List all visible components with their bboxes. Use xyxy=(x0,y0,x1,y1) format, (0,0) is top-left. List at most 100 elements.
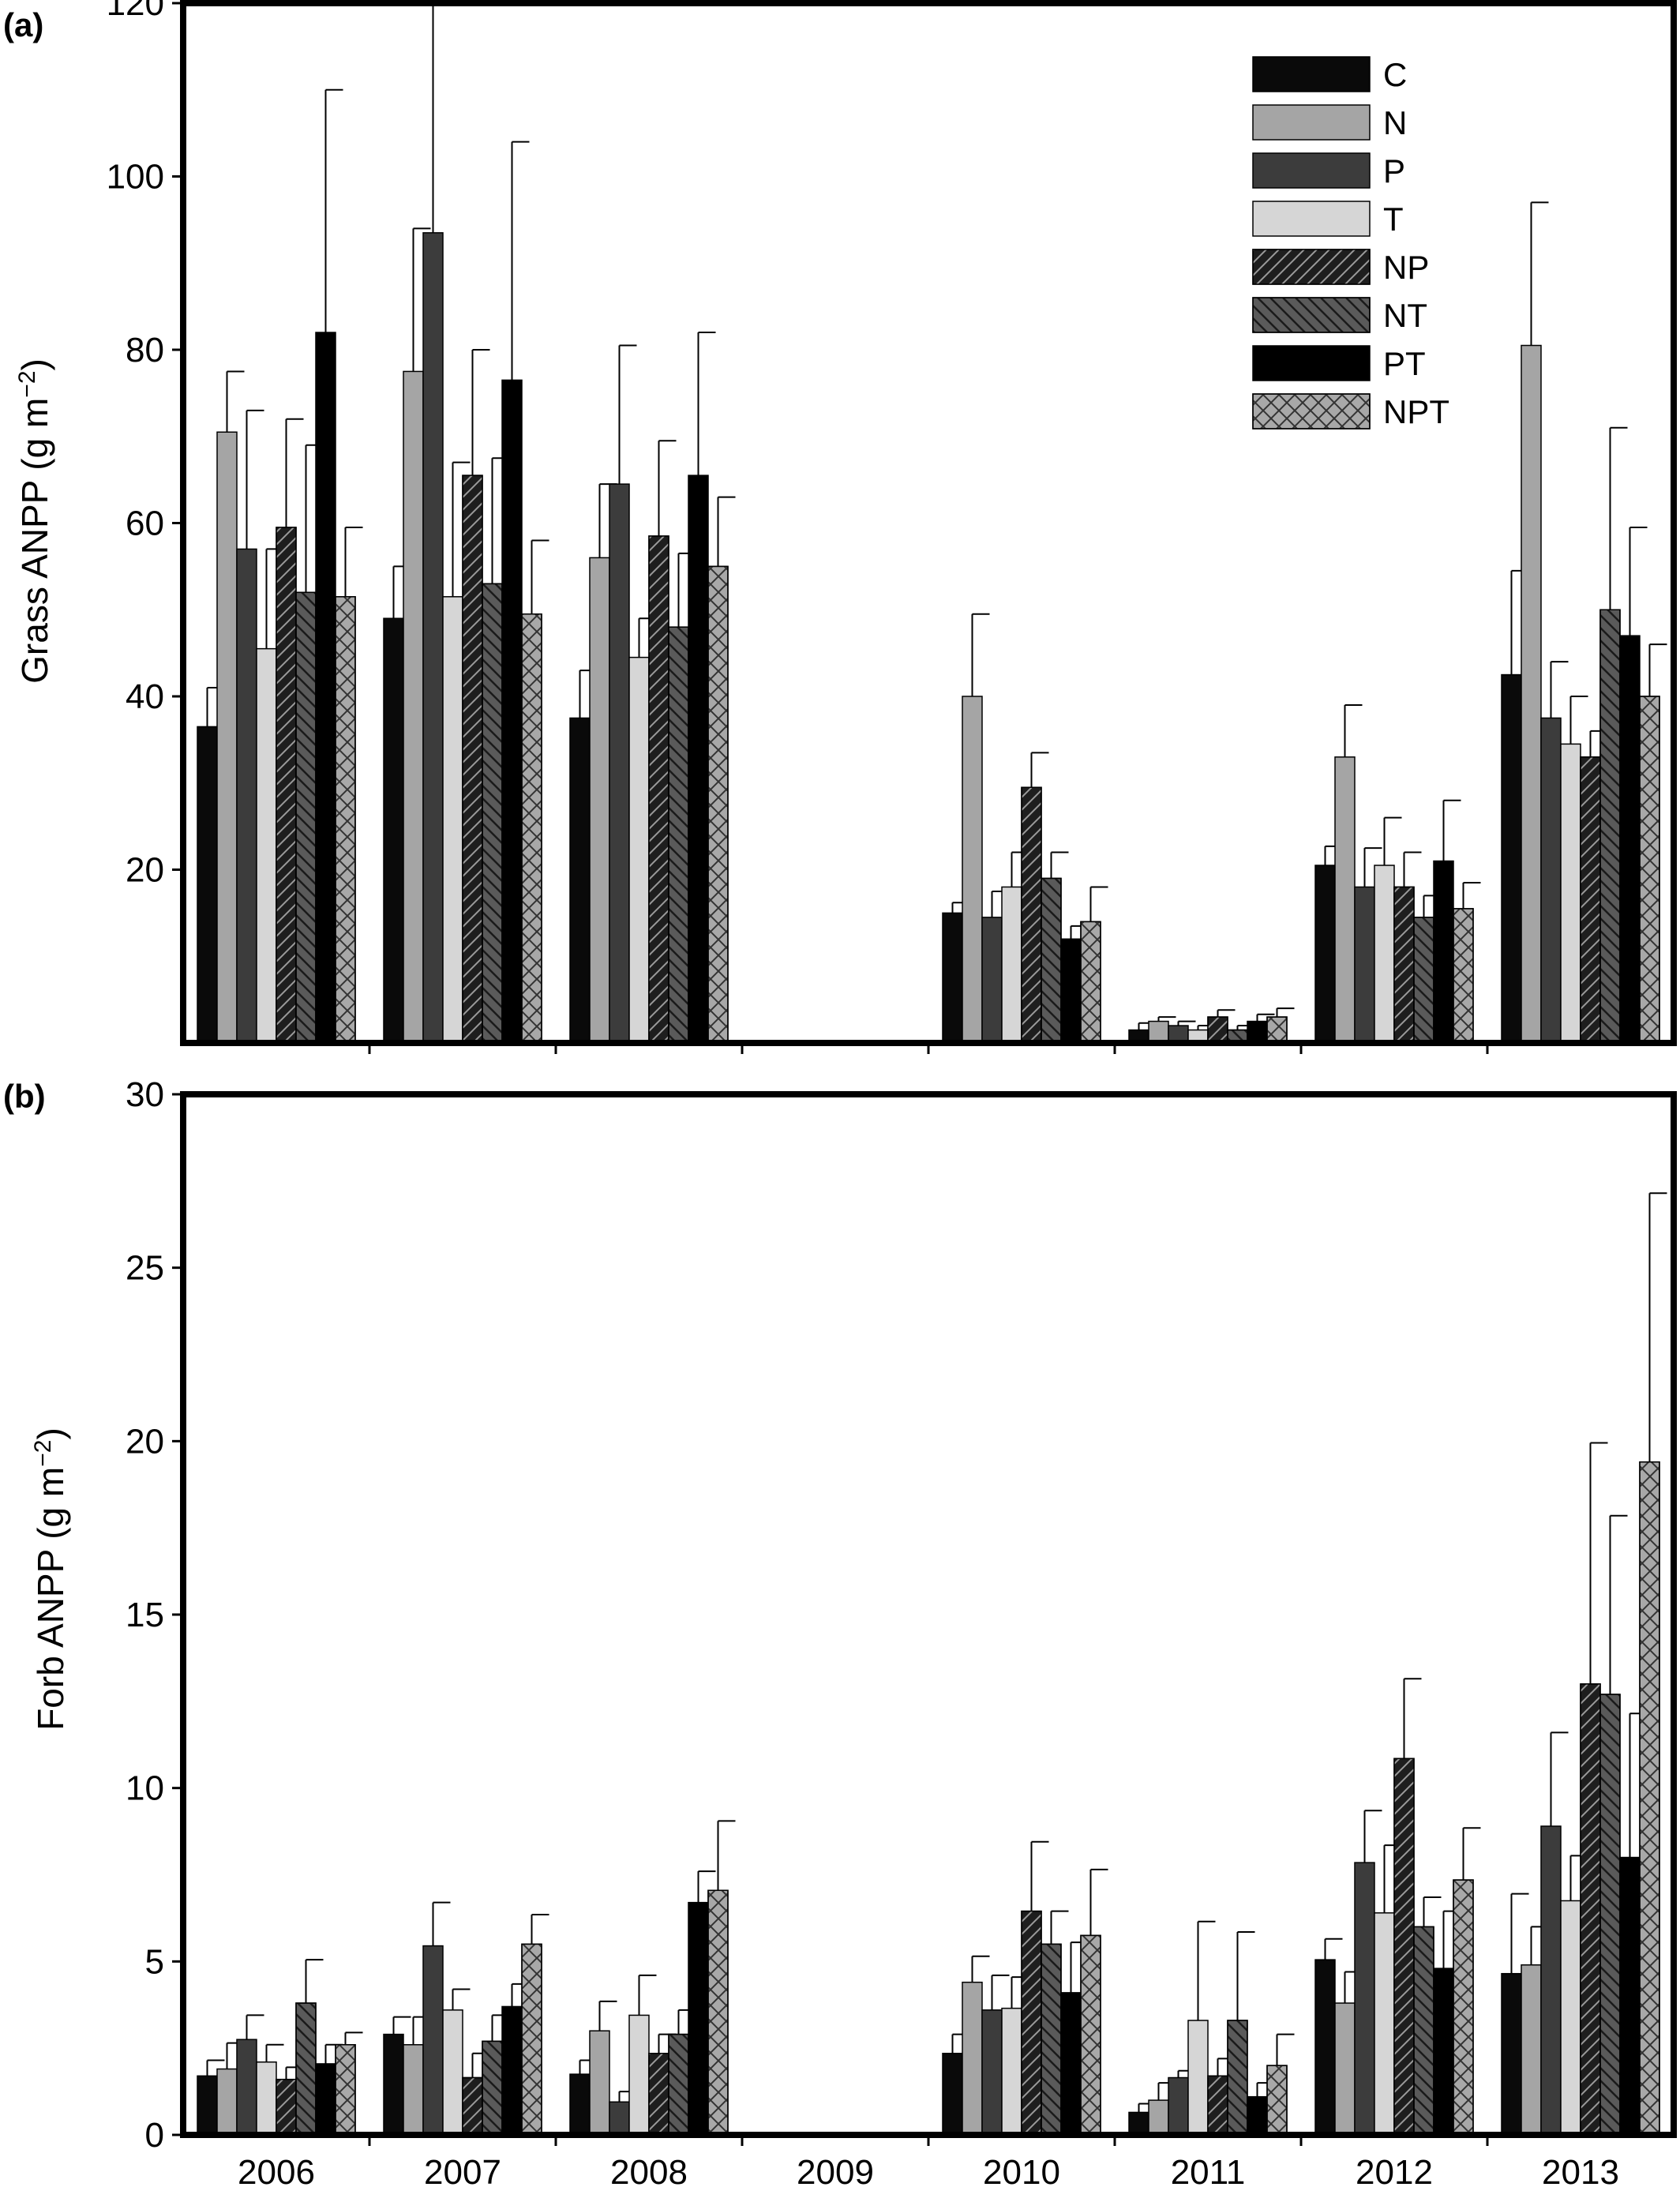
bar-hatch-nt xyxy=(668,626,689,1044)
bar-pt xyxy=(1247,2095,1268,2136)
panel-a-y-axis-title: Grass ANPP (g m−2) xyxy=(14,358,55,684)
legend-swatch-c xyxy=(1252,56,1371,92)
legend-swatch-t xyxy=(1252,201,1371,237)
bar-pt xyxy=(1247,1020,1268,1044)
bar-n xyxy=(1148,2099,1169,2136)
bar-hatch-nt xyxy=(1041,1943,1062,2136)
bar-pt xyxy=(1619,635,1641,1044)
bar-hatch-npt xyxy=(1266,1016,1288,1044)
bar-p xyxy=(609,2101,630,2136)
panel-b-frame xyxy=(180,1091,1677,2138)
bar-n xyxy=(1334,756,1356,1044)
legend-swatch-hatch xyxy=(1252,249,1371,285)
x-tick-label: 2009 xyxy=(797,2153,874,2192)
bar-p xyxy=(1540,1825,1562,2136)
bar-p xyxy=(236,548,257,1044)
y-tick-label: 25 xyxy=(126,1249,164,1288)
bar-hatch-npt xyxy=(521,613,542,1044)
bar-hatch-nt xyxy=(1413,917,1434,1044)
x-tick-label: 2008 xyxy=(610,2153,688,2192)
bar-hatch-np xyxy=(462,2076,483,2136)
bar-p xyxy=(1354,1862,1375,2136)
bar-p xyxy=(422,232,444,1044)
bar-p xyxy=(422,1945,444,2136)
bar-hatch-np xyxy=(462,475,483,1044)
legend-swatch-pt xyxy=(1252,345,1371,381)
bar-hatch-npt xyxy=(1080,921,1101,1044)
legend-label-nt: NT xyxy=(1383,297,1427,334)
bar-t xyxy=(628,2014,650,2136)
bar-n xyxy=(962,1981,983,2136)
legend-swatch-hatch xyxy=(1252,393,1371,430)
bar-t xyxy=(628,656,650,1044)
bar-c xyxy=(942,912,963,1044)
bar-n xyxy=(589,2030,610,2136)
bar-pt xyxy=(688,1901,709,2136)
bar-c xyxy=(1314,1959,1336,2136)
bar-p xyxy=(1168,2076,1189,2136)
bar-hatch-np xyxy=(276,2078,297,2136)
x-tick-label: 2013 xyxy=(1542,2153,1619,2192)
bar-pt xyxy=(1060,938,1082,1044)
bar-c xyxy=(1501,1972,1522,2136)
bar-hatch-np xyxy=(1393,886,1415,1044)
bar-p xyxy=(236,2039,257,2136)
bar-t xyxy=(1374,1912,1395,2136)
y-tick-label: 30 xyxy=(126,1075,164,1114)
bar-n xyxy=(1521,1964,1542,2136)
legend-label-p: P xyxy=(1383,152,1405,189)
y-tick-label: 15 xyxy=(126,1596,164,1634)
bar-pt xyxy=(501,2005,523,2136)
bar-hatch-npt xyxy=(521,1943,542,2136)
bar-hatch-np xyxy=(1021,786,1042,1044)
bar-hatch-npt xyxy=(335,2044,356,2136)
bar-c xyxy=(1314,865,1336,1044)
bar-p xyxy=(981,2009,1003,2136)
legend-swatch-p xyxy=(1252,152,1371,189)
legend-label-pt: PT xyxy=(1383,345,1426,382)
x-tick-label: 2007 xyxy=(424,2153,501,2192)
bar-hatch-np xyxy=(1207,1016,1228,1044)
y-tick-label: 20 xyxy=(126,851,164,890)
bar-n xyxy=(1521,344,1542,1044)
legend-label-c: C xyxy=(1383,56,1407,93)
bar-hatch-nt xyxy=(1041,877,1062,1044)
bar-hatch-nt xyxy=(1599,609,1621,1044)
bar-n xyxy=(1334,2002,1356,2136)
bar-n xyxy=(589,557,610,1044)
bar-hatch-npt xyxy=(1266,2065,1288,2136)
bar-n xyxy=(216,431,238,1044)
panel-a-label: (a) xyxy=(3,6,43,43)
bar-c xyxy=(569,2073,591,2136)
y-tick-label: 40 xyxy=(126,677,164,716)
bar-hatch-np xyxy=(1580,1683,1601,2136)
bar-hatch-npt xyxy=(335,596,356,1044)
bar-p xyxy=(981,917,1003,1044)
legend-label-t: T xyxy=(1383,201,1404,238)
legend-label-np: NP xyxy=(1383,249,1429,286)
bar-c xyxy=(197,2075,218,2136)
bar-p xyxy=(1540,717,1562,1044)
bar-pt xyxy=(688,475,709,1044)
bar-hatch-npt xyxy=(707,1889,729,2136)
bar-p xyxy=(1354,886,1375,1044)
bar-t xyxy=(256,647,277,1044)
bar-c xyxy=(383,617,404,1044)
bar-hatch-np xyxy=(648,2053,669,2136)
bar-p xyxy=(609,483,630,1044)
bar-pt xyxy=(315,332,336,1044)
y-tick-label: 100 xyxy=(107,158,164,197)
bar-t xyxy=(256,2061,277,2136)
bar-hatch-npt xyxy=(1080,1934,1101,2136)
bar-n xyxy=(403,370,424,1044)
bar-t xyxy=(442,596,463,1044)
bar-hatch-nt xyxy=(482,2040,503,2136)
bar-c xyxy=(197,726,218,1044)
legend-swatch-hatch xyxy=(1252,297,1371,333)
legend-swatch-n xyxy=(1252,104,1371,141)
bar-t xyxy=(442,2009,463,2136)
bar-pt xyxy=(501,379,523,1044)
panel-b-plot-area: 0 5 10 15 20 25 30 2006 2007 2008 2009 2010 2011 2012… xyxy=(126,1075,1667,2192)
x-tick-label: 2011 xyxy=(1171,2153,1246,2192)
bar-hatch-npt xyxy=(1639,696,1660,1044)
